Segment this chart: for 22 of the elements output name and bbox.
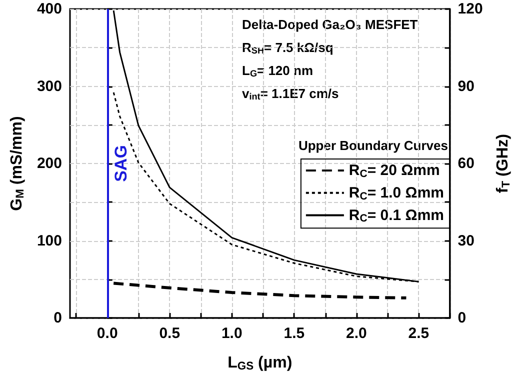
line-series (112, 282, 408, 300)
x-tick-label: 1.5 (284, 325, 305, 342)
x-tick-label: 0.0 (96, 325, 118, 342)
x-tick-label: 2.0 (346, 325, 367, 342)
y2-tick-label: 0 (458, 310, 466, 326)
y-tick-label: 0 (54, 310, 62, 326)
x-tick-label: 1.0 (221, 325, 242, 342)
y2-tick-label: 90 (458, 78, 474, 95)
y2-axis-title: fT (GHz) (494, 134, 512, 194)
ref-line-label: SAG (111, 145, 130, 182)
y2-tick-label: 30 (458, 232, 474, 250)
y-tick-label: 100 (36, 232, 62, 250)
annotation: Delta-Doped Ga₂O₃ MESFET (242, 17, 418, 32)
y2-tick-label: 60 (458, 155, 474, 172)
y-axis-title: GM (mS/mm) (8, 116, 26, 211)
y-tick-label: 200 (36, 155, 62, 172)
x-tick-label: 0.5 (159, 325, 180, 342)
y-tick-label: 300 (36, 78, 62, 95)
legend-title: Upper Boundary Curves (298, 138, 448, 153)
y-tick-label: 400 (36, 0, 62, 18)
y2-tick-label: 120 (458, 0, 483, 18)
x-tick-label: 2.5 (408, 325, 430, 342)
